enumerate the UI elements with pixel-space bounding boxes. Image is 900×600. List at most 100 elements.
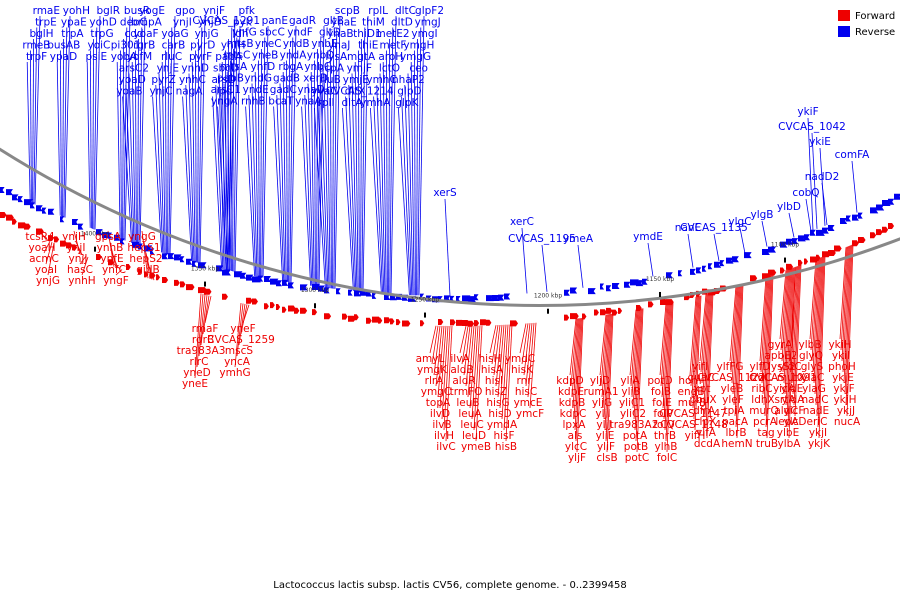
- forward-leader-line: [45, 242, 53, 265]
- forward-leader-line: [692, 296, 700, 409]
- forward-gene-arrow: [378, 317, 383, 324]
- reverse-gene-label: lysA: [325, 51, 348, 63]
- forward-gene-label: aldR: [452, 375, 475, 387]
- reverse-leader-line: [541, 244, 548, 292]
- reverse-gene-label: ynjI: [173, 17, 192, 29]
- forward-gene-arrow: [354, 314, 359, 321]
- reverse-leader-line: [93, 27, 98, 230]
- forward-leader-line: [111, 252, 119, 269]
- forward-gene-label: truB: [756, 438, 778, 450]
- reverse-gene-arrow: [804, 234, 810, 241]
- reverse-gene-label: yvaC: [311, 86, 337, 98]
- forward-gene-label: yljD: [590, 375, 610, 387]
- forward-gene-arrow: [324, 313, 332, 320]
- reverse-leader-line: [379, 73, 386, 294]
- reverse-leader-line: [288, 48, 291, 283]
- forward-gene-label: lysS2: [768, 361, 796, 373]
- forward-gene-label: hepS2: [129, 253, 162, 265]
- forward-leader-line: [815, 256, 823, 406]
- forward-leader-line: [501, 324, 509, 420]
- reverse-gene-arrow: [840, 217, 848, 224]
- reverse-leader-line: [333, 27, 338, 289]
- forward-gene-label: potA: [623, 430, 648, 442]
- reverse-gene-label: arsC2: [119, 63, 149, 75]
- reverse-leader-line: [304, 94, 313, 286]
- forward-gene-arrow: [852, 240, 859, 247]
- reverse-gene-label: scpA: [319, 63, 345, 75]
- reverse-gene-arrow: [48, 208, 55, 215]
- forward-leader-line: [601, 314, 609, 398]
- forward-leader-line: [439, 325, 447, 409]
- reverse-gene-label: ynaJ: [328, 40, 350, 52]
- forward-gene-label: folB: [651, 386, 671, 398]
- forward-gene-label: yliB: [621, 386, 640, 398]
- reverse-gene-arrow: [138, 243, 143, 250]
- reverse-leader-line: [388, 38, 391, 294]
- forward-gene-arrow: [768, 269, 777, 276]
- forward-gene-arrow: [72, 244, 78, 251]
- reverse-gene-label: yoiC: [88, 40, 111, 52]
- reverse-leader-line: [167, 38, 170, 255]
- reverse-gene-arrow: [606, 285, 612, 292]
- reverse-leader-line: [401, 96, 411, 296]
- reverse-gene-label: ypaE: [61, 17, 87, 29]
- forward-leader-line: [499, 324, 507, 409]
- forward-gene-arrow: [666, 299, 674, 306]
- reverse-gene-arrow: [732, 256, 739, 263]
- reverse-gene-label: ynbD: [307, 50, 335, 62]
- tick-mark: [424, 312, 426, 318]
- reverse-gene-label: yobA: [111, 51, 138, 63]
- legend: Forward Reverse: [838, 10, 895, 38]
- reverse-gene-arrow: [174, 254, 182, 261]
- forward-gene-label: amyL: [416, 353, 445, 365]
- reverse-gene-label: gadR: [289, 15, 316, 27]
- forward-gene-label: ynjI: [67, 242, 86, 254]
- tick-mark: [94, 246, 96, 252]
- reverse-gene-label: dltC: [395, 5, 416, 17]
- forward-gene-arrow: [348, 315, 356, 322]
- forward-leader-line: [113, 263, 121, 270]
- forward-gene-label: ylbB: [799, 339, 822, 351]
- reverse-gene-arrow: [768, 246, 776, 253]
- forward-gene-label: leuC: [460, 419, 483, 431]
- forward-leader-line: [787, 267, 795, 428]
- reverse-gene-label: ldh: [232, 28, 248, 40]
- reverse-leader-line: [307, 83, 314, 286]
- forward-gene-label: hisA: [481, 364, 504, 376]
- forward-gene-label: pcrA: [753, 416, 778, 428]
- reverse-gene-label: gltB: [323, 15, 344, 27]
- reverse-gene-arrow: [600, 283, 605, 290]
- forward-gene-label: ymhG: [219, 367, 250, 379]
- reverse-leader-line: [320, 84, 329, 288]
- reverse-leader-line: [32, 38, 34, 204]
- forward-gene-arrow: [204, 288, 212, 295]
- reverse-gene-label: ymhC: [366, 74, 396, 86]
- reverse-gene-arrow: [42, 207, 47, 214]
- forward-gene-label: dfrA: [693, 405, 716, 417]
- reverse-gene-arrow: [702, 265, 707, 272]
- forward-gene-label: ilvH: [434, 430, 454, 442]
- reverse-leader-line: [199, 15, 206, 264]
- forward-gene-arrow: [834, 245, 842, 252]
- forward-gene-label: yleF: [722, 394, 744, 406]
- forward-gene-label: kdpD: [556, 375, 584, 387]
- reverse-gene-label: aroH: [378, 51, 403, 63]
- reverse-gene-label: pyk: [233, 17, 253, 29]
- forward-leader-line: [75, 241, 83, 255]
- forward-leader-line: [493, 324, 501, 376]
- reverse-gene-label: ypaD: [50, 51, 77, 63]
- forward-leader-line: [463, 325, 471, 376]
- forward-gene-label: rmaF: [192, 323, 219, 335]
- forward-gene-arrow: [150, 272, 156, 279]
- forward-leader-line: [469, 325, 477, 409]
- forward-leader-line: [200, 295, 208, 346]
- reverse-gene-label: rmeB: [22, 40, 50, 52]
- reverse-gene-arrow: [12, 194, 19, 201]
- forward-gene-arrow: [246, 297, 253, 304]
- forward-leader-line: [437, 325, 445, 398]
- forward-gene-label: kdpB: [559, 397, 586, 409]
- caption: Lactococcus lactis subsp. lactis CV56, c…: [273, 580, 626, 591]
- tick-label: 1300 kbp: [301, 287, 329, 294]
- reverse-gene-arrow: [474, 294, 479, 301]
- reverse-gene-arrow: [132, 241, 140, 248]
